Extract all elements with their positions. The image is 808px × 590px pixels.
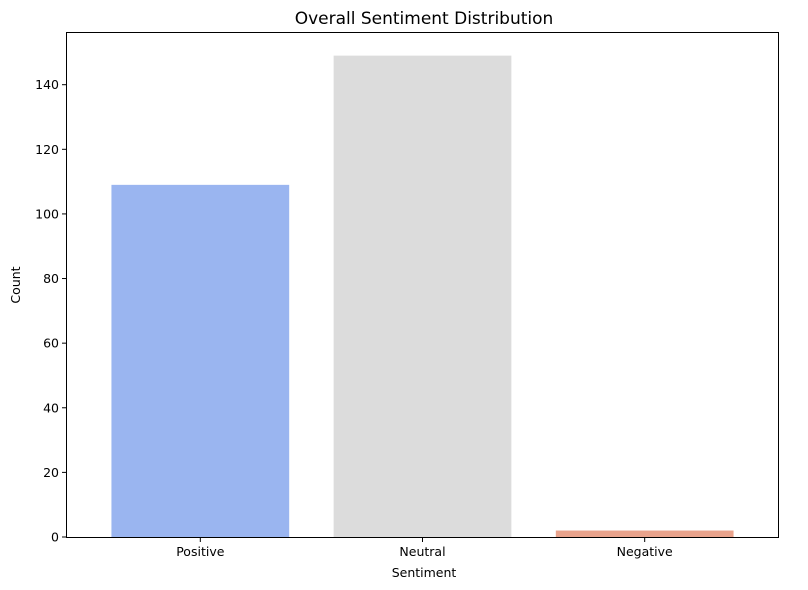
bar-positive <box>111 184 290 537</box>
y-tick-label: 80 <box>43 271 59 286</box>
plot-frame <box>66 32 779 538</box>
x-tick-label: Positive <box>176 544 224 559</box>
bar-neutral <box>333 55 512 537</box>
x-tick-label: Negative <box>617 544 673 559</box>
bar-negative <box>555 530 734 537</box>
y-tick-label: 120 <box>35 142 59 157</box>
y-tick-label: 140 <box>35 77 59 92</box>
y-tick-label: 60 <box>43 336 59 351</box>
chart-title: Overall Sentiment Distribution <box>295 9 554 29</box>
y-tick-label: 40 <box>43 400 59 415</box>
x-tick-label: Neutral <box>399 544 445 559</box>
y-axis-ticks: 0 20 40 60 80 100 120 140 <box>35 77 67 545</box>
x-axis-label: Sentiment <box>392 565 457 580</box>
y-tick-label: 100 <box>35 206 59 221</box>
y-axis-label: Count <box>8 266 23 303</box>
y-tick-label: 0 <box>51 530 59 545</box>
bars-group <box>111 55 734 537</box>
x-axis-ticks: Positive Neutral Negative <box>176 537 673 559</box>
y-tick-label: 20 <box>43 465 59 480</box>
